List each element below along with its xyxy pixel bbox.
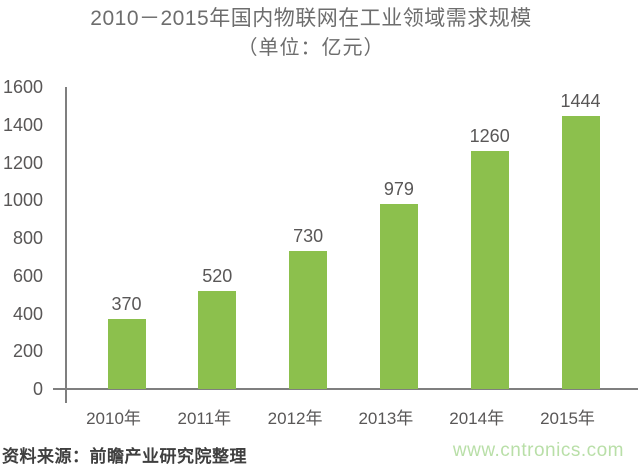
y-tick-label: 1400 <box>2 114 43 135</box>
x-axis-line <box>53 388 638 390</box>
chart-title: 2010－2015年国内物联网在工业领域需求规模 <box>90 7 532 30</box>
y-tick-label: 1200 <box>2 152 43 173</box>
y-tick-label: 1600 <box>2 77 43 97</box>
source-note: 资料来源：前瞻产业研究院整理 <box>2 447 247 465</box>
bar-2011年 <box>198 291 237 389</box>
y-axis-line <box>65 87 67 403</box>
x-tick-label: 2013年 <box>358 409 414 428</box>
bar-value-label: 520 <box>202 266 233 286</box>
bar-value-label: 1260 <box>469 126 510 146</box>
bar-value-label: 1444 <box>560 91 601 111</box>
y-tick-label: 0 <box>32 379 43 399</box>
x-tick-label: 2011年 <box>177 409 232 428</box>
bar-2010年 <box>107 319 146 389</box>
bar-2014年 <box>470 151 509 389</box>
y-tick-label: 800 <box>12 228 43 248</box>
website-watermark: www.cntronics.com <box>452 440 624 461</box>
bar-2015年 <box>561 116 600 389</box>
y-tick-label: 1000 <box>2 190 43 211</box>
x-tick-label: 2015年 <box>540 409 595 428</box>
bar-2012年 <box>289 251 328 389</box>
x-tick-label: 2012年 <box>267 409 323 428</box>
chart-subtitle: （单位：亿元） <box>237 37 385 59</box>
y-tick-label: 400 <box>12 303 43 324</box>
bar-value-label: 730 <box>293 226 324 246</box>
bar-value-label: 370 <box>111 294 142 314</box>
bar-value-label: 979 <box>383 179 414 199</box>
x-tick-label: 2010年 <box>86 409 141 428</box>
y-tick-label: 200 <box>12 341 43 362</box>
bar-2013年 <box>379 204 418 389</box>
y-tick-label: 600 <box>12 265 43 286</box>
x-tick-label: 2014年 <box>449 409 505 428</box>
